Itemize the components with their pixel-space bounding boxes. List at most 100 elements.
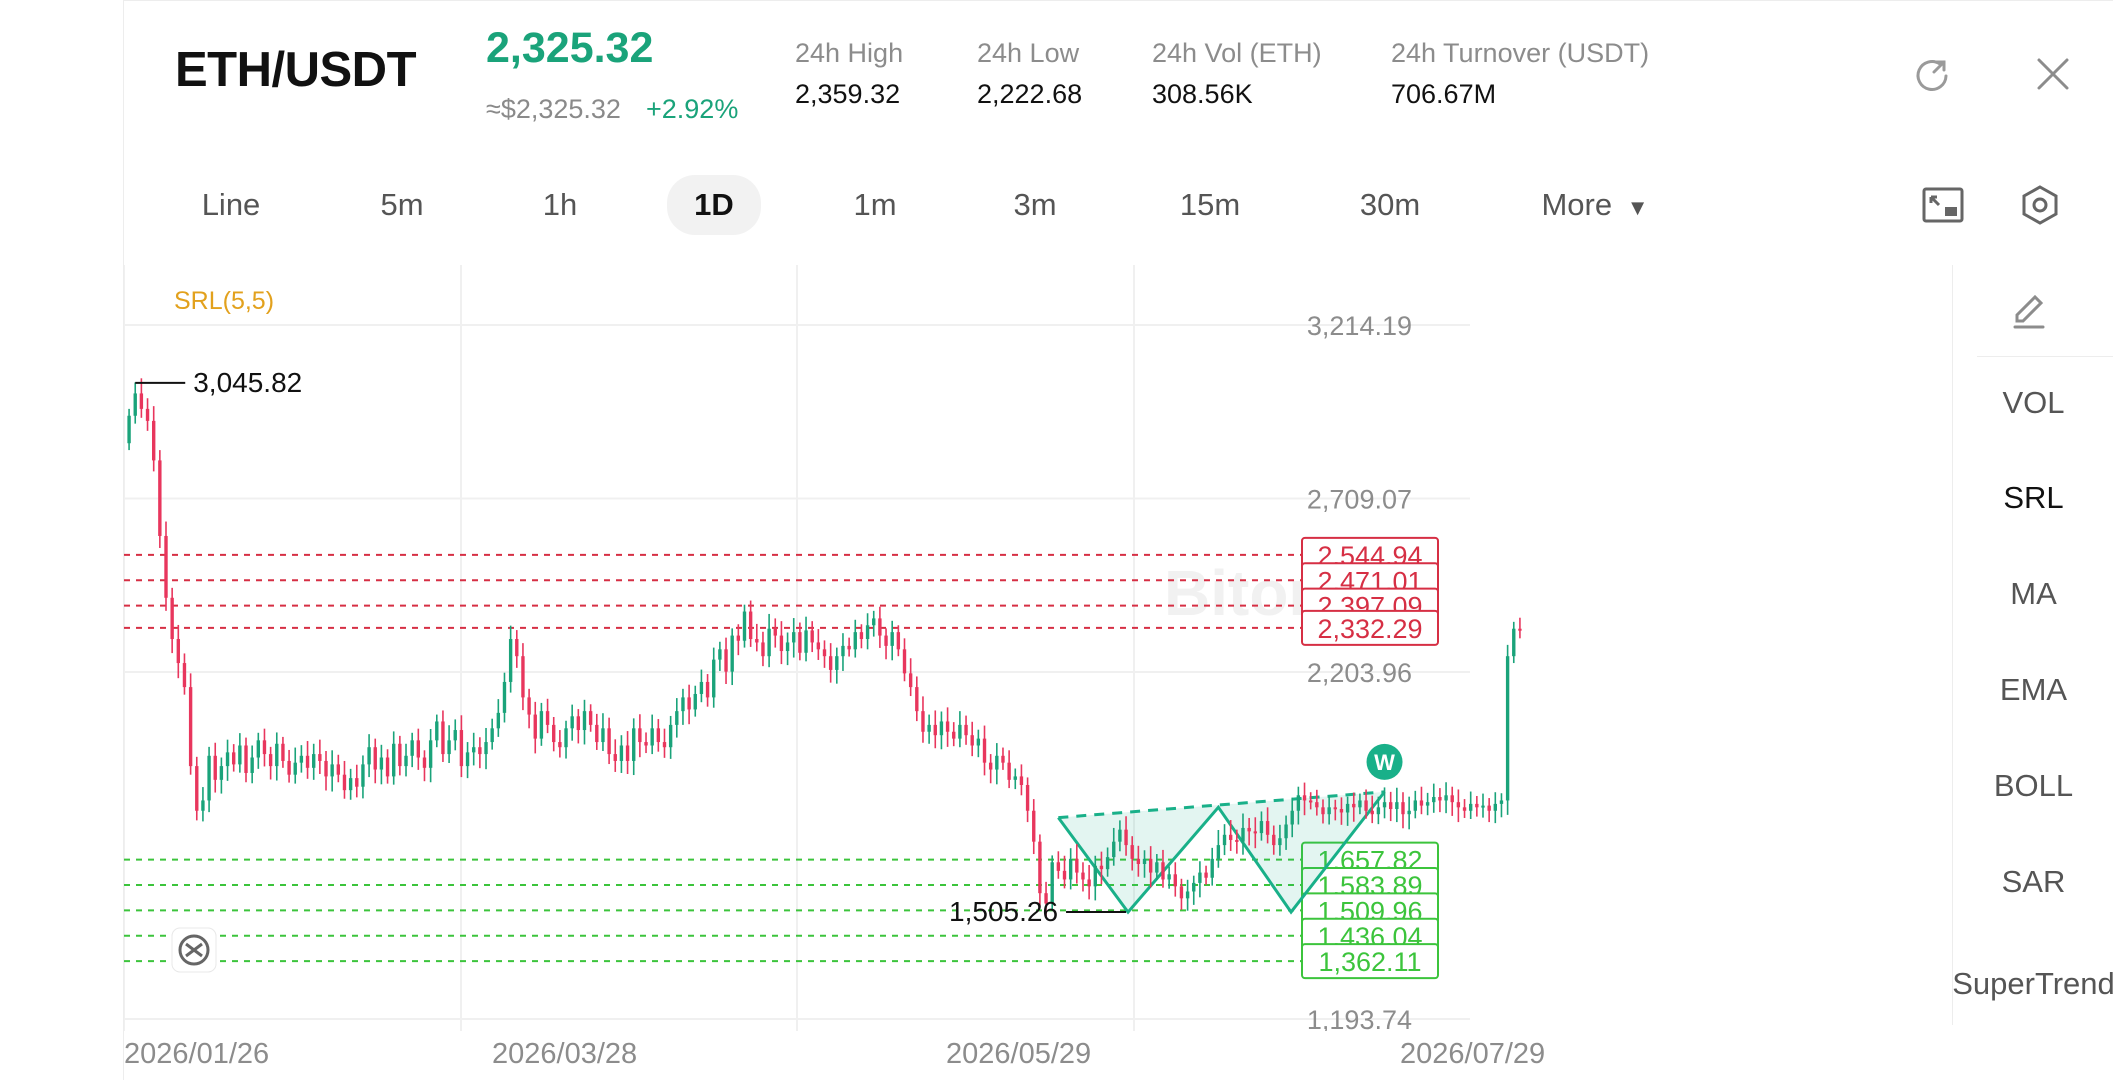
stat-24h-low: 24h Low 2,222.68	[977, 38, 1082, 110]
resistance-label: 2,332.29	[1317, 614, 1422, 644]
share-icon[interactable]	[1910, 52, 1954, 96]
candle	[1278, 838, 1282, 846]
candle	[416, 740, 421, 758]
candle	[582, 711, 587, 731]
candle	[576, 716, 581, 731]
candle	[244, 745, 248, 773]
candle	[1025, 784, 1030, 811]
candle	[1001, 755, 1005, 763]
candle	[558, 742, 562, 748]
candle	[1032, 810, 1036, 842]
x-axis-label: 2026/05/29	[946, 1038, 1092, 1070]
edit-icon[interactable]	[2009, 291, 2049, 336]
candle	[988, 762, 993, 770]
candle	[816, 642, 821, 650]
y-axis-label: 2,203.96	[1307, 658, 1412, 688]
candle	[804, 630, 808, 653]
candle	[847, 645, 851, 650]
stat-label: 24h High	[795, 38, 904, 68]
tab-more[interactable]: More ▼	[1530, 180, 1660, 230]
price-change-percent: +2.92%	[646, 94, 739, 124]
candle	[435, 721, 439, 741]
candle	[453, 730, 457, 741]
candle	[1505, 656, 1510, 801]
candle	[385, 757, 390, 777]
tab-line[interactable]: Line	[201, 187, 261, 222]
candle	[1019, 776, 1024, 785]
candle	[1142, 858, 1147, 864]
indicator-ema[interactable]: EMA	[1999, 672, 2068, 707]
candle	[281, 743, 285, 761]
candle	[748, 611, 753, 640]
pattern-neckline	[1058, 790, 1385, 820]
candle	[262, 740, 267, 755]
candle	[133, 393, 137, 416]
candle	[872, 618, 876, 626]
candle	[1198, 872, 1202, 883]
candle	[170, 597, 174, 640]
candle	[933, 724, 937, 736]
stat-24h-turnover: 24h Turnover (USDT) 706.67M	[1391, 38, 1649, 110]
tab-15m[interactable]: 15m	[1179, 187, 1241, 222]
candle	[1462, 807, 1467, 811]
candle	[268, 754, 273, 767]
candle	[890, 632, 894, 646]
candle	[324, 760, 328, 777]
candle	[312, 754, 316, 768]
pattern-badge	[1366, 743, 1403, 780]
frame-divider	[123, 0, 2113, 1]
candlestick-chart[interactable]: Bitore 2,544.942,471.012,397.092,332.291…	[124, 265, 1940, 1031]
candle	[1290, 810, 1294, 825]
candle	[1259, 821, 1264, 834]
indicator-supertrend[interactable]: SuperTrend	[1952, 966, 2113, 1001]
candle	[1364, 800, 1368, 811]
candle	[1136, 858, 1141, 864]
stat-value: 706.67M	[1391, 79, 1497, 109]
candle	[699, 681, 704, 694]
candle	[1419, 800, 1424, 806]
candle	[299, 755, 304, 763]
candle	[1518, 628, 1522, 631]
tab-1h[interactable]: 1h	[542, 187, 578, 222]
candle	[158, 460, 162, 536]
candle	[195, 766, 199, 811]
indicator-vol[interactable]: VOL	[2002, 385, 2065, 420]
tab-1d[interactable]: 1D	[667, 175, 761, 235]
tab-3m[interactable]: 3m	[1013, 187, 1057, 222]
candle	[1210, 858, 1214, 878]
max-price-label: 3,045.82	[193, 367, 302, 398]
candle	[613, 754, 617, 761]
candle	[428, 740, 433, 768]
candle	[693, 693, 697, 710]
candle	[287, 760, 291, 775]
candle	[755, 639, 759, 643]
candle	[687, 697, 691, 710]
candle	[508, 639, 513, 682]
candle	[767, 628, 771, 657]
indicator-sar[interactable]: SAR	[2001, 864, 2066, 899]
candle	[792, 632, 796, 643]
candle	[970, 735, 974, 746]
close-icon[interactable]	[2031, 52, 2075, 96]
candle	[182, 663, 187, 688]
candle	[1401, 802, 1405, 815]
tab-30m[interactable]: 30m	[1359, 187, 1421, 222]
candle	[841, 645, 845, 657]
candle	[927, 724, 931, 732]
candle	[201, 800, 205, 811]
candle	[1493, 803, 1497, 811]
candle	[742, 611, 747, 641]
tab-1m[interactable]: 1m	[853, 187, 897, 222]
y-axis-label: 3,214.19	[1307, 311, 1412, 341]
settings-icon[interactable]	[2015, 180, 2065, 230]
indicator-boll[interactable]: BOLL	[1993, 768, 2074, 803]
candle	[398, 743, 402, 767]
stat-label: 24h Turnover (USDT)	[1391, 38, 1650, 68]
indicator-srl[interactable]: SRL	[2003, 480, 2064, 515]
pattern-area	[1058, 791, 1385, 913]
fullscreen-icon[interactable]	[1918, 180, 1968, 230]
candle	[225, 752, 230, 767]
tab-5m[interactable]: 5m	[380, 187, 424, 222]
indicator-ma[interactable]: MA	[2010, 576, 2057, 611]
x-axis-label: 2026/07/29	[1400, 1038, 1546, 1070]
